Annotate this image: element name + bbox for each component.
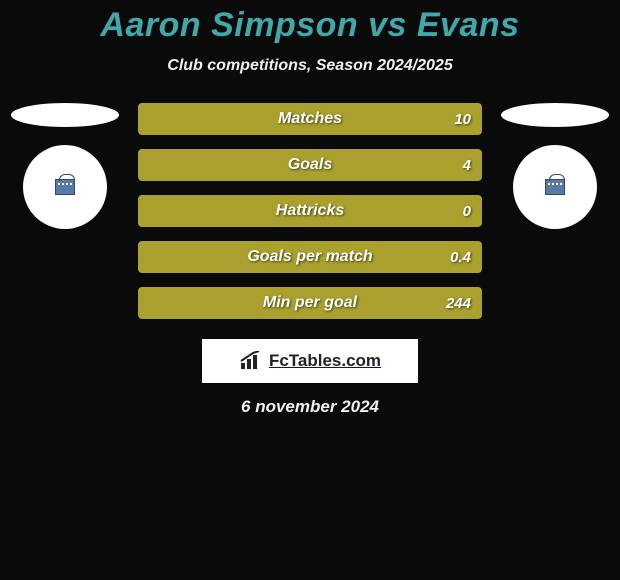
stat-right-value: 0 <box>463 203 471 220</box>
team-right-logo-inner <box>545 179 565 195</box>
stat-label: Goals per match <box>247 248 372 266</box>
player-right-placeholder <box>501 103 609 127</box>
brand-chart-icon <box>239 351 265 371</box>
stats-column: Matches 10 Goals 4 Hattricks 0 Goals per… <box>138 103 482 319</box>
player-right-column <box>500 103 610 229</box>
stat-right-value: 244 <box>446 295 471 312</box>
stat-label: Min per goal <box>263 294 357 312</box>
date-text: 6 november 2024 <box>0 397 620 417</box>
stat-right-value: 10 <box>454 111 471 128</box>
stat-right-value: 4 <box>463 157 471 174</box>
widget-container: Aaron Simpson vs Evans Club competitions… <box>0 0 620 417</box>
page-title: Aaron Simpson vs Evans <box>0 6 620 45</box>
player-left-placeholder <box>11 103 119 127</box>
content-row: Matches 10 Goals 4 Hattricks 0 Goals per… <box>0 103 620 319</box>
stat-right-value: 0.4 <box>450 249 471 266</box>
stat-row-matches: Matches 10 <box>138 103 482 135</box>
stat-row-hattricks: Hattricks 0 <box>138 195 482 227</box>
stat-label: Matches <box>278 110 342 128</box>
subtitle: Club competitions, Season 2024/2025 <box>0 57 620 75</box>
team-right-logo <box>513 145 597 229</box>
stat-row-goals: Goals 4 <box>138 149 482 181</box>
player-left-column <box>10 103 120 229</box>
brand-text: FcTables.com <box>269 351 381 371</box>
stat-label: Hattricks <box>276 202 344 220</box>
stat-row-min-per-goal: Min per goal 244 <box>138 287 482 319</box>
stat-row-goals-per-match: Goals per match 0.4 <box>138 241 482 273</box>
stat-label: Goals <box>288 156 332 174</box>
brand-link[interactable]: FcTables.com <box>202 339 418 383</box>
team-left-logo <box>23 145 107 229</box>
team-left-logo-inner <box>55 179 75 195</box>
